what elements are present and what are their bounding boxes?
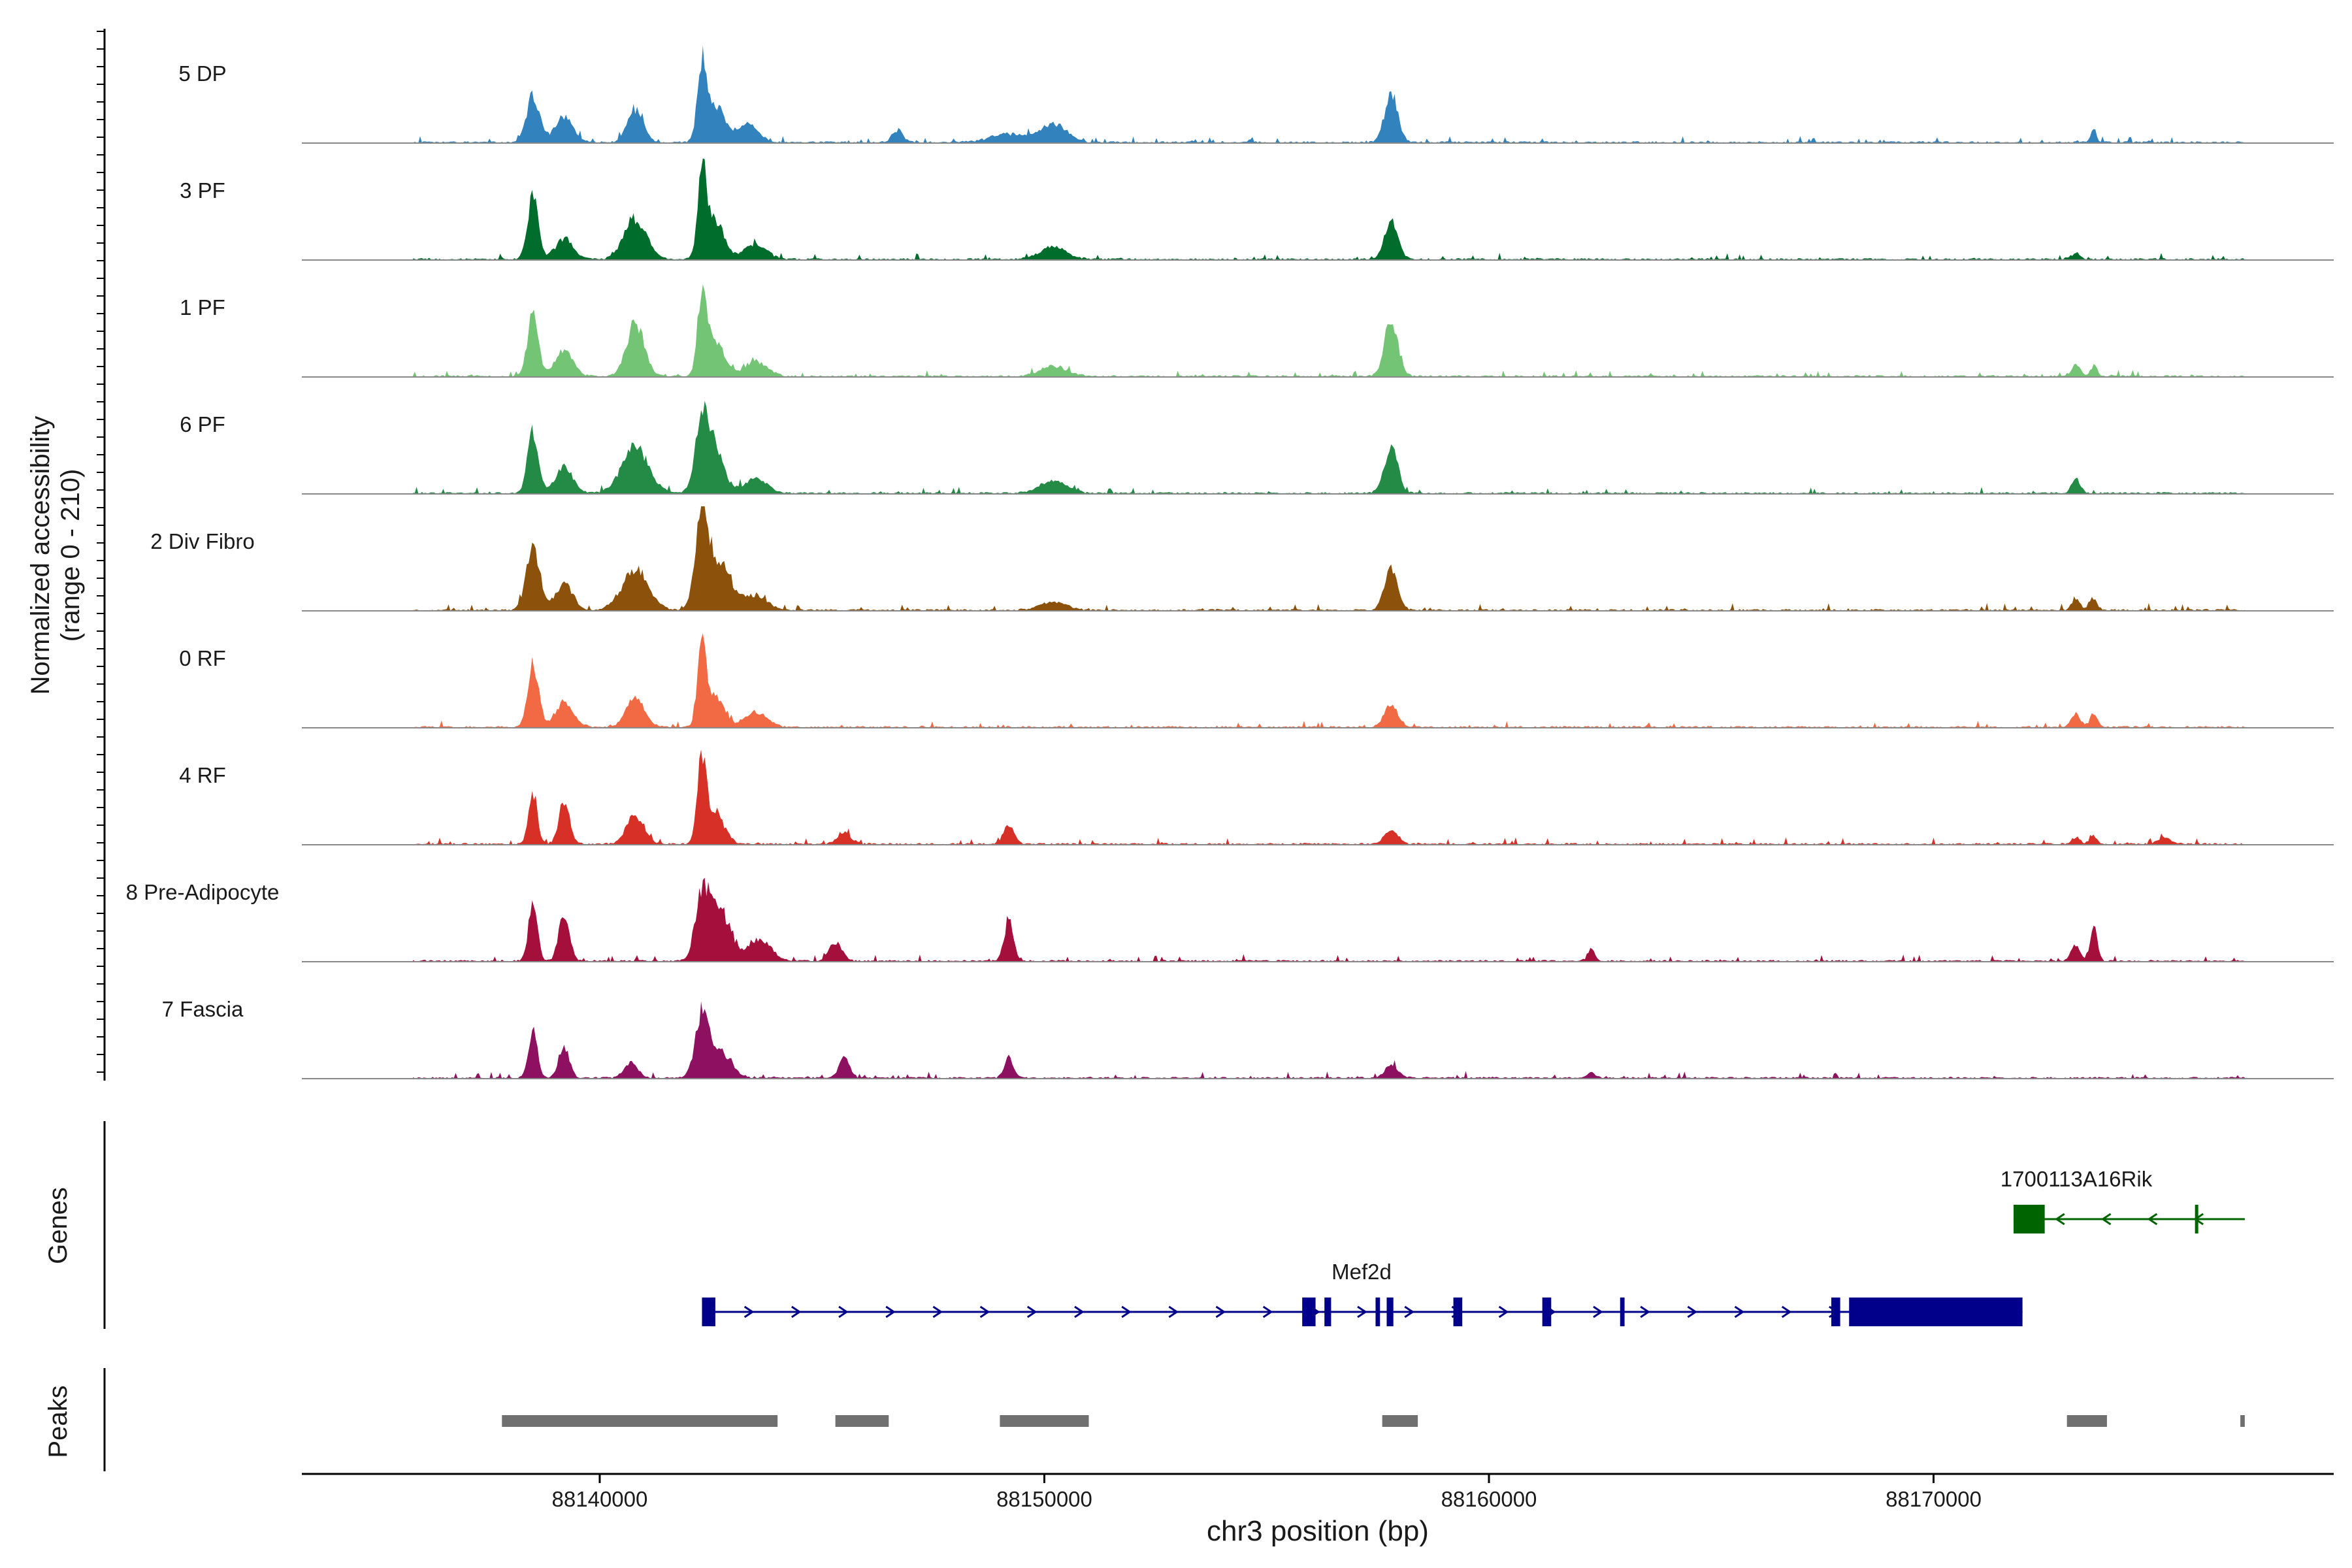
track-label: 4 RF <box>179 763 226 787</box>
coverage-area <box>413 400 2245 494</box>
strand-arrow <box>1215 1305 1226 1318</box>
track-label: 8 Pre-Adipocyte <box>126 880 280 904</box>
strand-arrow <box>979 1305 990 1318</box>
exon <box>1375 1298 1380 1326</box>
peak-regions <box>502 1415 2245 1427</box>
strand-arrow <box>1404 1305 1414 1318</box>
exon <box>1453 1298 1463 1326</box>
gene-label: Mef2d <box>1331 1260 1392 1284</box>
coverage-area <box>413 749 2245 845</box>
gene-annotations: 1700113A16Rik Mef2d <box>702 1167 2245 1326</box>
track-label: 2 Div Fibro <box>150 529 255 553</box>
exon <box>2195 1205 2198 1233</box>
strand-arrow <box>1640 1305 1650 1318</box>
exon <box>1386 1298 1394 1326</box>
x-axis-label: chr3 position (bp) <box>1207 1515 1429 1547</box>
exon <box>1542 1298 1552 1326</box>
x-axis-ticks: 88140000 88150000 88160000 88170000 <box>552 1474 1982 1511</box>
peak-region <box>835 1415 889 1427</box>
x-tick-label: 88140000 <box>552 1487 648 1511</box>
coverage-y-ticks <box>97 31 105 1073</box>
genes-panel-label: Genes <box>44 1187 73 1264</box>
x-tick-label: 88160000 <box>1441 1487 1537 1511</box>
strand-arrow <box>1357 1305 1367 1318</box>
strand-arrow <box>1593 1305 1603 1318</box>
strand-arrow <box>743 1305 755 1318</box>
strand-arrow <box>1734 1305 1745 1318</box>
peak-region <box>502 1415 778 1427</box>
y-axis-range-label: (range 0 - 210) <box>56 469 85 642</box>
strand-arrow <box>1168 1305 1179 1318</box>
coverage-area <box>413 284 2245 377</box>
strand-arrow <box>1262 1305 1273 1318</box>
coverage-area <box>413 506 2245 611</box>
coverage-area <box>413 633 2245 728</box>
strand-arrow <box>1074 1305 1085 1318</box>
exon <box>1849 1298 2023 1326</box>
track-label: 5 DP <box>178 61 226 86</box>
strand-arrow <box>2055 1213 2065 1226</box>
strand-arrow <box>1498 1305 1509 1318</box>
strand-arrow <box>838 1305 849 1318</box>
peak-region <box>2066 1415 2107 1427</box>
track-label: 0 RF <box>179 646 226 670</box>
track-label: 3 PF <box>180 178 225 203</box>
exon <box>1620 1298 1625 1326</box>
exon <box>2014 1205 2045 1233</box>
coverage-area <box>413 1001 2245 1079</box>
exon <box>1831 1298 1840 1326</box>
y-axis-label-group: Normalized accessibility (range 0 - 210) <box>26 416 85 695</box>
x-tick-label: 88170000 <box>1886 1487 1982 1511</box>
peak-region <box>1382 1415 1418 1427</box>
strand-arrow <box>932 1305 943 1318</box>
peaks-panel-label: Peaks <box>44 1385 73 1458</box>
exon <box>1324 1298 1331 1326</box>
strand-arrow <box>1121 1305 1132 1318</box>
track-label: 1 PF <box>180 295 225 319</box>
strand-arrow <box>1781 1305 1792 1318</box>
x-tick-label: 88150000 <box>996 1487 1092 1511</box>
coverage-tracks: 5 DP 3 PF 1 PF 6 PF 2 Div Fibro 0 RF 4 RF 8 Pre… <box>126 45 2334 1079</box>
track-label: 7 Fascia <box>162 997 244 1021</box>
strand-arrow <box>1687 1305 1698 1318</box>
coverage-area <box>413 877 2245 962</box>
strand-arrow <box>791 1305 802 1318</box>
exon <box>702 1298 715 1326</box>
gene-label: 1700113A16Rik <box>2001 1167 2153 1191</box>
strand-arrow <box>885 1305 896 1318</box>
peak-region <box>1000 1415 1089 1427</box>
strand-arrow <box>2100 1213 2112 1226</box>
track-label: 6 PF <box>180 412 225 436</box>
strand-arrow <box>1026 1305 1037 1318</box>
coverage-area <box>413 158 2245 260</box>
y-axis-label: Normalized accessibility <box>26 416 55 695</box>
peak-region <box>2240 1415 2245 1427</box>
strand-arrow <box>2147 1213 2158 1226</box>
exon <box>1302 1298 1316 1326</box>
coverage-area <box>413 45 2245 143</box>
